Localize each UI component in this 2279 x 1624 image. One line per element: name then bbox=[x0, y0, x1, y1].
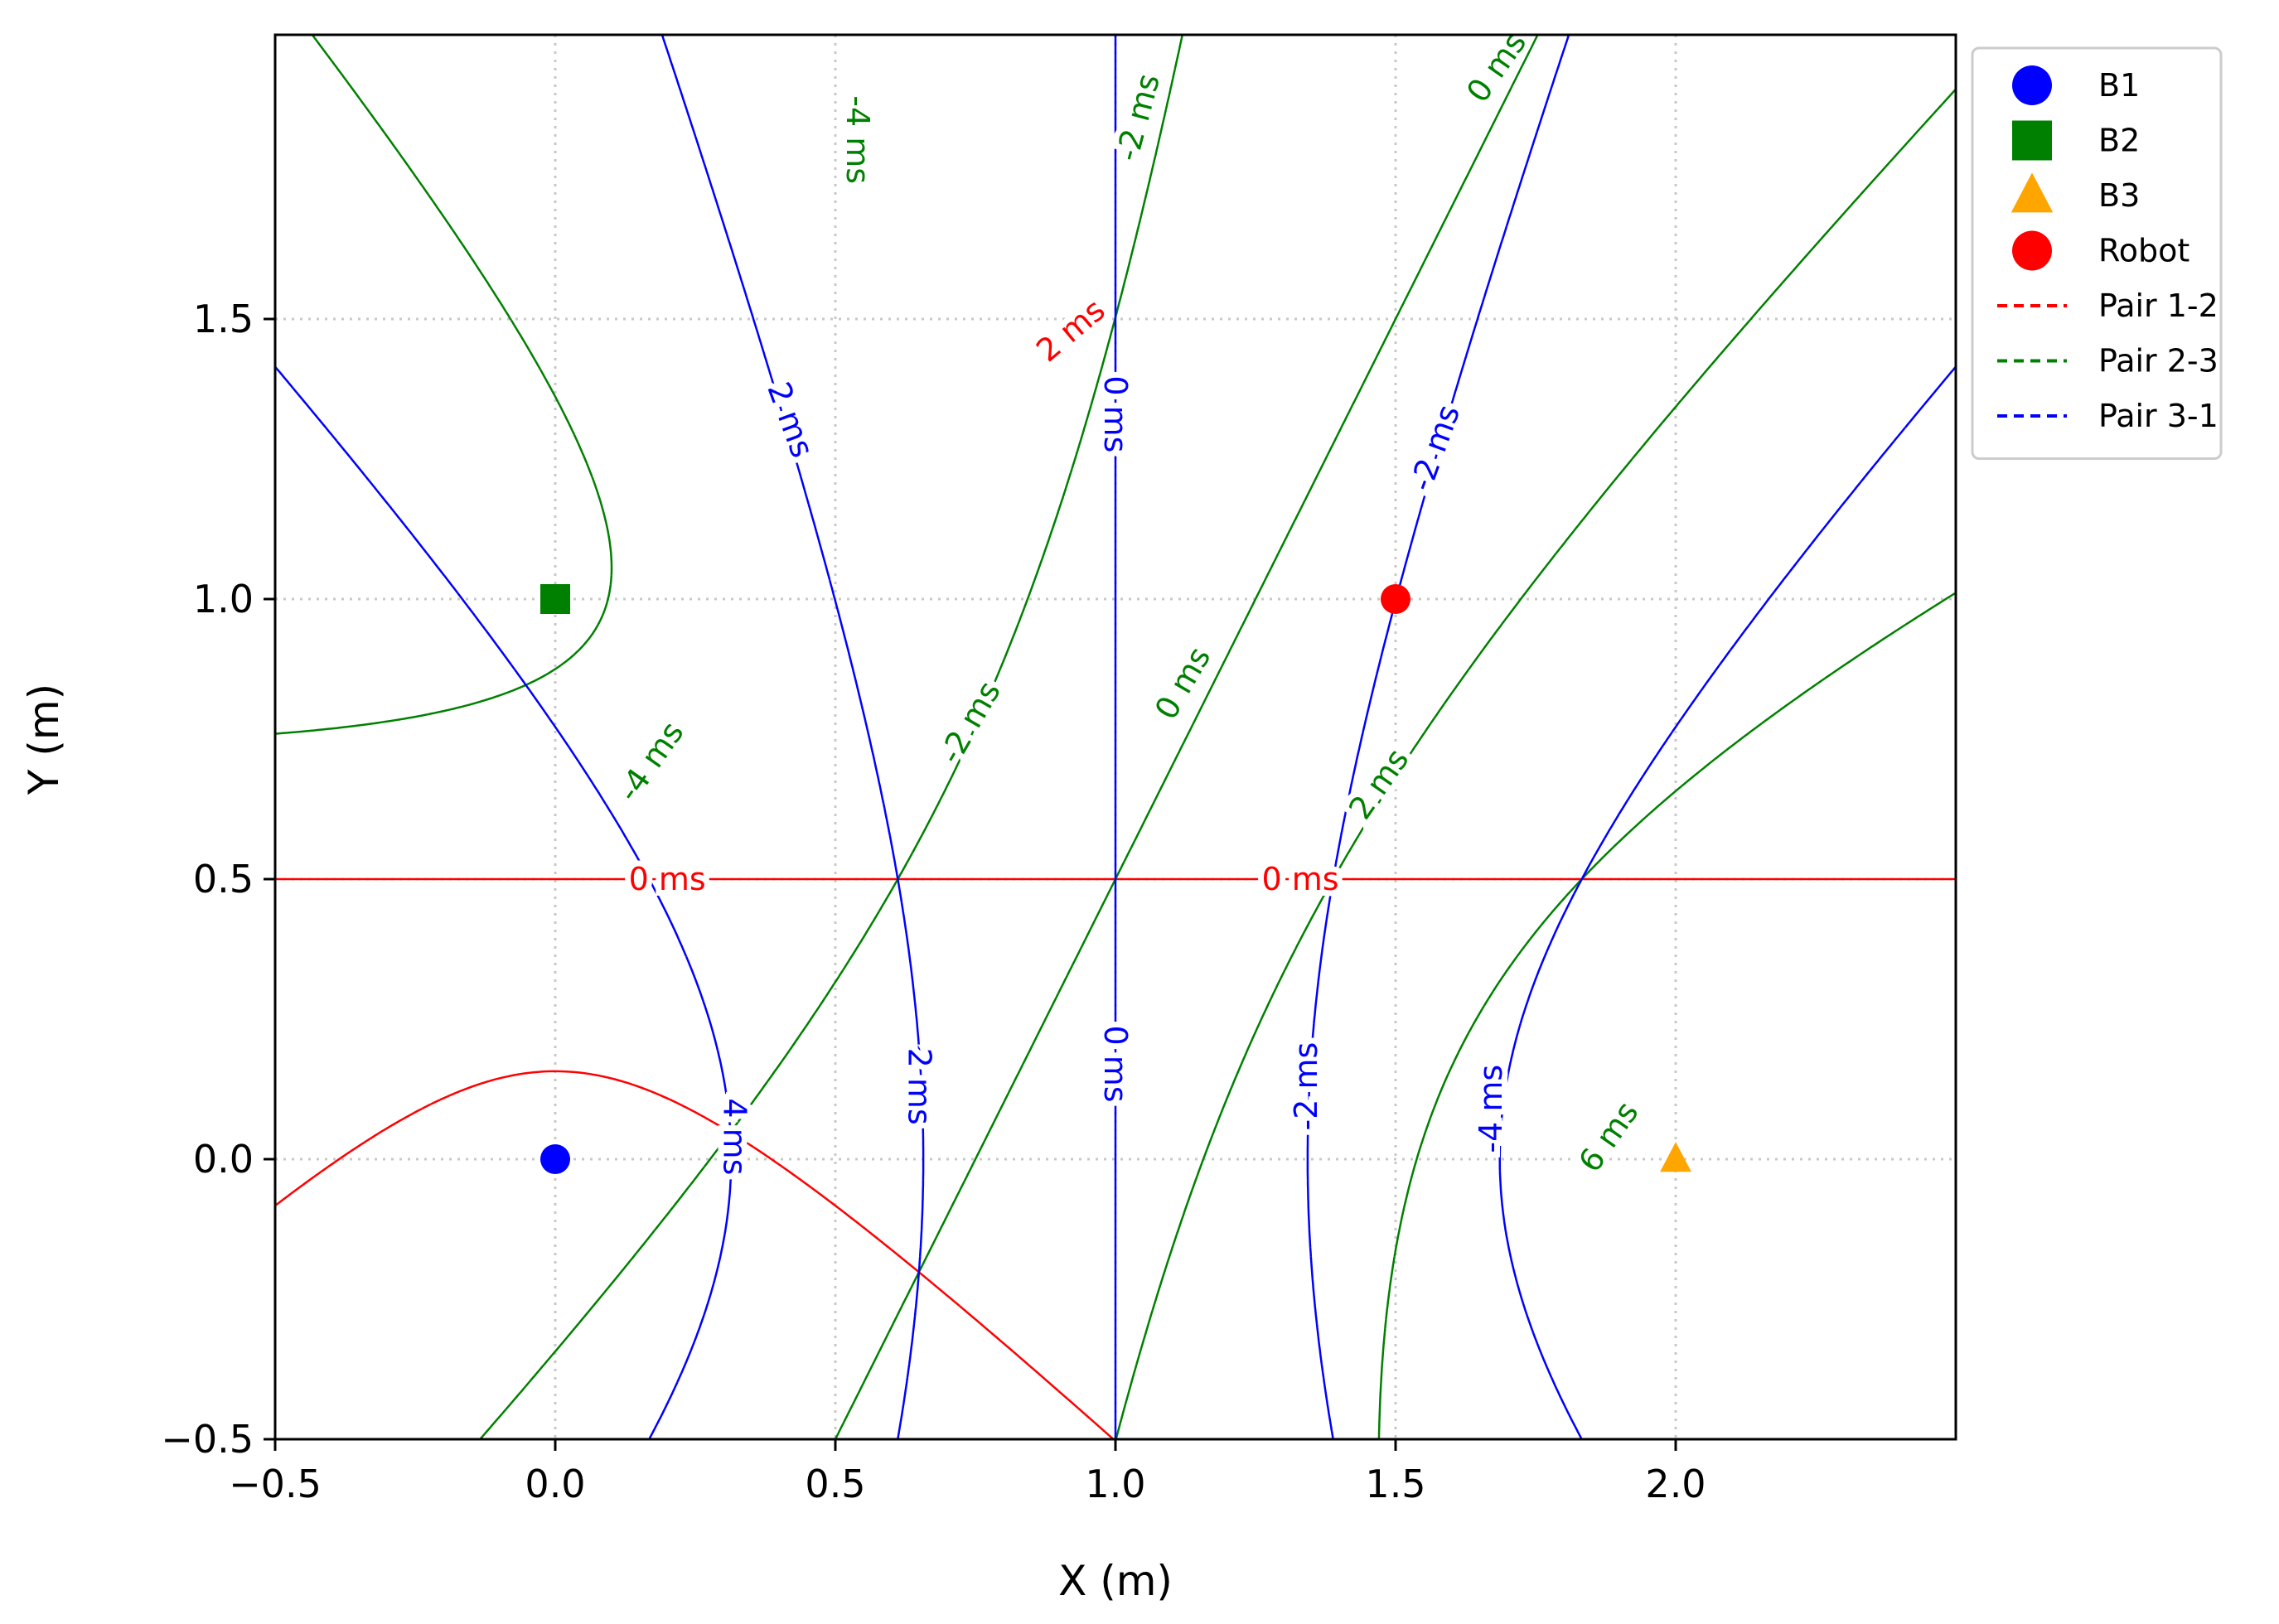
marker-b1 bbox=[540, 1144, 570, 1174]
axis-ticks: −0.5 0.0 0.5 1.0 1.5 2.0 −0.5 0.0 0.5 1.0 1.5 bbox=[161, 297, 1706, 1506]
contour-lines bbox=[275, 35, 1956, 1439]
legend: B1 B2 B3 Robot Pair 1-2 Pair 2-3 Pair 3-1 bbox=[1971, 46, 2223, 460]
contour-line bbox=[1498, 365, 1956, 1439]
contour-label: 0 ms bbox=[1262, 861, 1339, 897]
legend-marker-b2 bbox=[2012, 120, 2052, 161]
marker-b2 bbox=[540, 584, 570, 614]
y-tick-label: 0.0 bbox=[193, 1137, 254, 1182]
contour-line bbox=[275, 35, 613, 735]
contour-line bbox=[275, 365, 733, 1439]
contour-line bbox=[1377, 591, 1956, 1439]
legend-label: Robot bbox=[2098, 233, 2189, 269]
contour-label: 4 ms bbox=[716, 1098, 752, 1175]
x-tick-label: 2.0 bbox=[1645, 1462, 1706, 1506]
x-tick-label: 1.0 bbox=[1085, 1462, 1145, 1506]
contour-line bbox=[275, 1070, 1115, 1439]
contour-label: 2 ms bbox=[901, 1048, 937, 1125]
legend-marker-robot bbox=[2012, 230, 2052, 271]
x-tick-label: 0.0 bbox=[525, 1462, 585, 1506]
legend-label: Pair 2-3 bbox=[2098, 343, 2219, 379]
y-tick-label: 1.0 bbox=[193, 577, 254, 621]
beacon-markers bbox=[540, 584, 1691, 1174]
contour-label: 0 ms bbox=[629, 861, 706, 897]
contour-label: 0 ms bbox=[1097, 1026, 1134, 1103]
legend-label: B3 bbox=[2098, 177, 2140, 214]
contour-line bbox=[1115, 87, 1956, 1439]
legend-label: Pair 1-2 bbox=[2098, 288, 2219, 324]
contour-line bbox=[478, 35, 1184, 1439]
legend-marker-b1 bbox=[2012, 65, 2052, 105]
contour-label: -2 ms bbox=[1288, 1042, 1324, 1131]
contour-line bbox=[834, 35, 1539, 1439]
y-tick-label: 0.5 bbox=[193, 857, 254, 901]
y-tick-label: 1.5 bbox=[193, 297, 254, 341]
contour-label: -4 ms bbox=[840, 95, 876, 184]
y-tick-label: −0.5 bbox=[161, 1417, 254, 1462]
x-axis-label: X (m) bbox=[1058, 1557, 1173, 1605]
x-tick-label: −0.5 bbox=[229, 1462, 322, 1506]
x-tick-label: 0.5 bbox=[805, 1462, 865, 1506]
contour-label: -4 ms bbox=[1473, 1065, 1509, 1153]
y-axis-label: Y (m) bbox=[20, 684, 68, 795]
legend-marker-b3 bbox=[2010, 172, 2054, 213]
marker-b3 bbox=[1660, 1142, 1691, 1172]
contour-label: 0 ms bbox=[1097, 375, 1134, 452]
legend-label: Pair 3-1 bbox=[2098, 398, 2219, 434]
legend-label: B1 bbox=[2098, 67, 2140, 104]
marker-robot bbox=[1381, 584, 1410, 614]
contour-line bbox=[660, 35, 925, 1439]
x-tick-label: 1.5 bbox=[1365, 1462, 1425, 1506]
legend-label: B2 bbox=[2098, 123, 2140, 159]
